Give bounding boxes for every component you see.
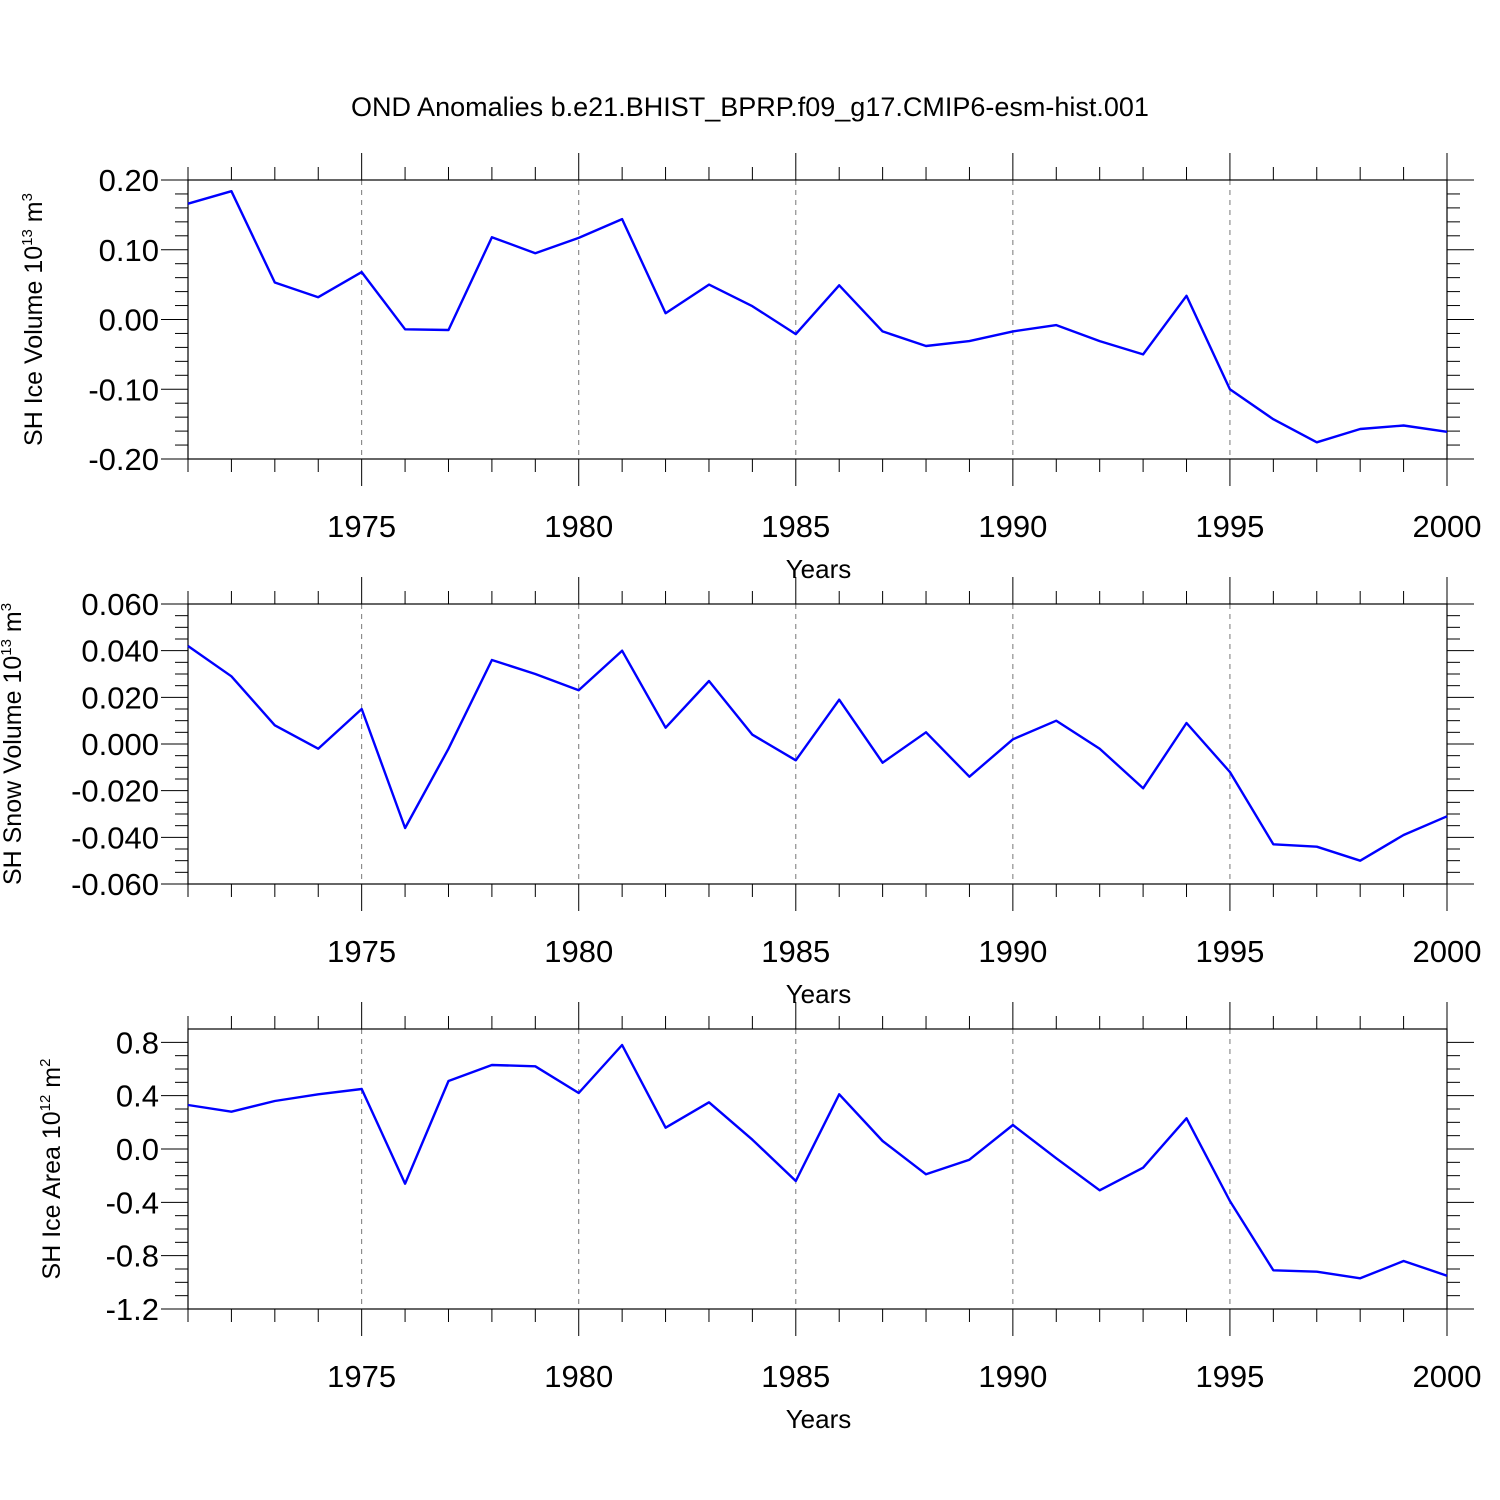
x-tick-label: 1990 [978,509,1047,544]
y-tick-label: 0.020 [81,680,159,715]
y-label-text: SH Ice Volume 10 [20,246,48,446]
y-tick-label: 0.060 [81,587,159,622]
x-tick-label: 1990 [978,934,1047,969]
y-label-superscript: 2 [37,1059,54,1067]
x-tick-label: 1980 [544,509,613,544]
y-axis-label: SH Snow Volume 1013 m3 [0,603,27,885]
x-tick-label: 1995 [1195,1359,1264,1394]
y-tick-label: 0.4 [116,1079,159,1114]
y-tick-label: -0.040 [71,820,159,855]
x-tick-label: 2000 [1413,509,1482,544]
series-line [187,645,1448,862]
y-tick-label: 0.040 [81,634,159,669]
y-label-superscript: 3 [0,603,15,611]
x-tick-label: 2000 [1413,1359,1482,1394]
plot-frame [187,179,1448,460]
panels: -0.20 -0.10 0.00 0.10 0.20 1975 1980 1985 1990 19… [0,153,1481,1434]
series-line [187,1043,1448,1280]
y-tick-label: 0.000 [81,727,159,762]
y-label-text: SH Ice Area 10 [38,1111,66,1279]
x-axis-label: Years [786,1404,852,1434]
y-tick-label: -0.20 [88,442,159,477]
y-tick-label: 0.00 [99,303,159,338]
y-label-superscript: 13 [19,229,36,246]
x-tick-label: 1975 [327,1359,396,1394]
y-tick-label: 0.20 [99,163,159,198]
y-label-superscript: 3 [19,193,36,201]
y-tick-label: -1.2 [106,1292,159,1327]
y-label-superscript: 13 [0,639,15,656]
x-tick-label: 1985 [761,934,830,969]
x-tick-label: 1995 [1195,509,1264,544]
panel-3: -1.2 -0.8 -0.4 0.0 0.4 0.8 1975 1980 1985 1990 199… [37,1002,1481,1434]
y-tick-label: -0.10 [88,372,159,407]
x-tick-label: 1985 [761,1359,830,1394]
y-label-text: m [38,1067,66,1095]
series-line [187,189,1448,444]
plot-frame [187,603,1448,885]
y-tick-label: -0.4 [106,1185,159,1220]
x-tick-label: 1985 [761,509,830,544]
y-label-text: SH Snow Volume 10 [0,656,27,885]
panel-2: -0.060 -0.040 -0.020 0.000 0.020 0.040 0.060 19… [0,577,1481,1009]
x-tick-label: 2000 [1413,934,1482,969]
x-tick-label: 1975 [327,509,396,544]
y-tick-label: -0.020 [71,774,159,809]
x-tick-label: 1975 [327,934,396,969]
y-axis-label: SH Ice Volume 1013 m3 [19,193,48,446]
y-tick-label: 0.10 [99,233,159,268]
x-tick-label: 1980 [544,934,613,969]
y-label-text: m [20,201,48,229]
y-tick-label: -0.8 [106,1239,159,1274]
y-label-text: m [0,611,27,639]
x-tick-label: 1990 [978,1359,1047,1394]
y-label-superscript: 12 [37,1095,54,1112]
x-axis-label: Years [786,979,852,1009]
x-tick-label: 1980 [544,1359,613,1394]
y-tick-label: 0.0 [116,1132,159,1167]
y-axis-label: SH Ice Area 1012 m2 [37,1059,66,1280]
panel-1: -0.20 -0.10 0.00 0.10 0.20 1975 1980 1985 1990 19… [19,153,1481,584]
y-tick-label: 0.8 [116,1025,159,1060]
plot-frame [187,1028,1448,1310]
x-tick-label: 1995 [1195,934,1264,969]
y-tick-label: -0.060 [71,867,159,902]
chart-title: OND Anomalies b.e21.BHIST_BPRP.f09_g17.C… [351,92,1149,122]
x-axis-label: Years [786,554,852,584]
